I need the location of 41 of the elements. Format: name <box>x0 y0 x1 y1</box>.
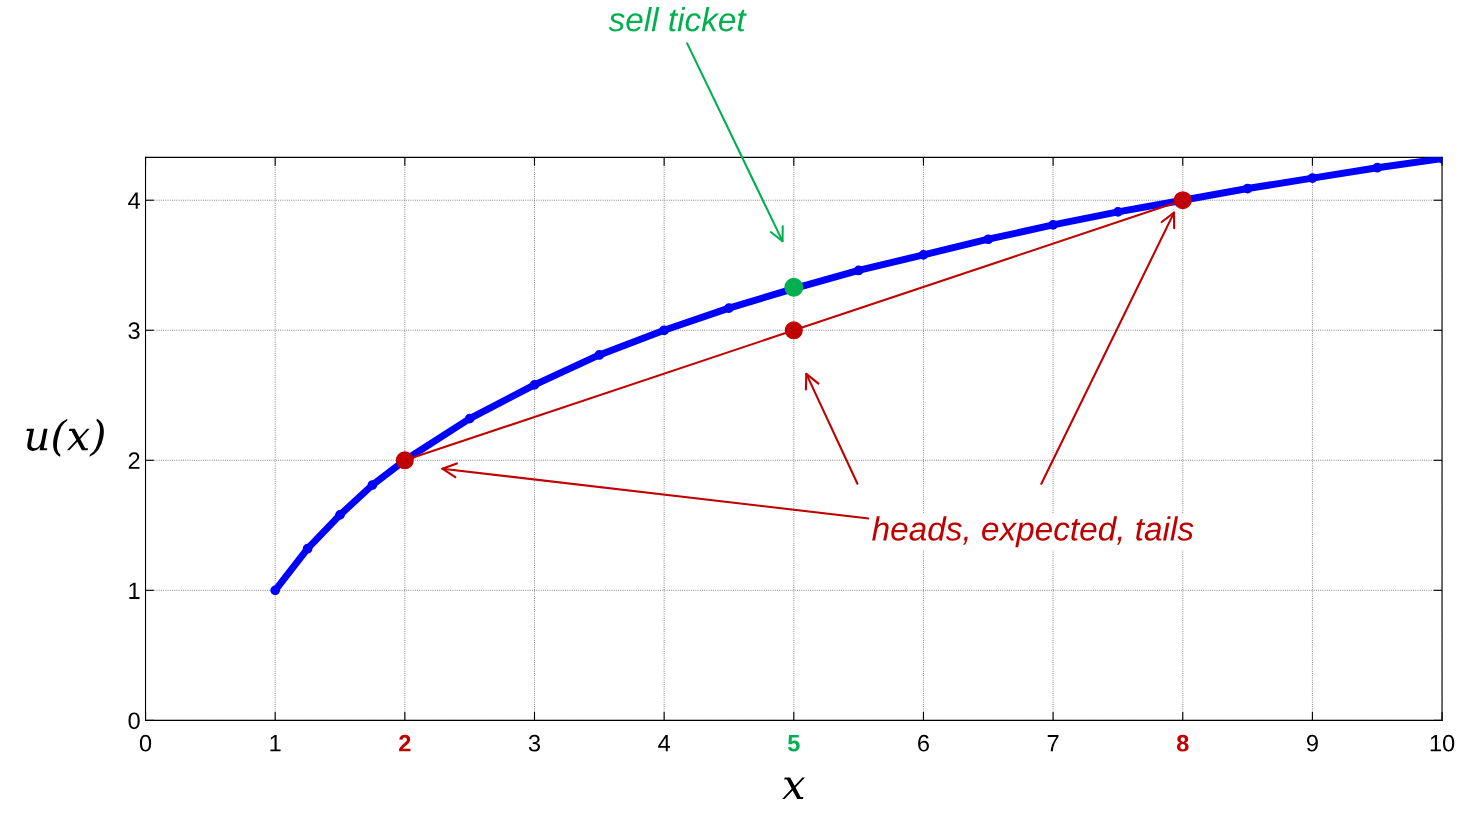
x-tick-label: 9 <box>1306 734 1318 752</box>
point <box>1173 191 1192 210</box>
x-tick-label: 1 <box>270 735 281 752</box>
x-tick-label: 7 <box>1047 735 1059 752</box>
point <box>464 413 475 424</box>
point <box>784 321 803 340</box>
x-tick-label: 10 <box>1430 734 1455 752</box>
point <box>853 265 864 276</box>
point <box>1242 183 1253 194</box>
y-tick-label: 1 <box>129 582 140 599</box>
x-axis-title: x <box>782 777 805 800</box>
point <box>784 277 804 297</box>
x-tick-label: 5 <box>787 735 800 752</box>
point <box>395 451 414 470</box>
text: sell ticket <box>608 7 747 32</box>
point <box>1307 173 1318 183</box>
x-tick-label: 3 <box>528 734 541 752</box>
x-tick-label: 6 <box>918 734 929 752</box>
x-tick-label: 0 <box>139 734 152 752</box>
point <box>302 543 313 554</box>
x-tick-label: 4 <box>658 735 671 752</box>
point <box>529 380 540 390</box>
point <box>1113 207 1123 217</box>
point <box>270 585 281 596</box>
point <box>594 350 605 360</box>
point <box>335 510 345 520</box>
y-tick-label: 2 <box>128 452 140 469</box>
y-axis-title: u(x) <box>26 418 104 457</box>
point <box>659 325 670 336</box>
y-tick-label: 3 <box>128 322 140 340</box>
point <box>1048 220 1058 230</box>
y-tick-label: 0 <box>128 712 140 730</box>
point <box>983 234 994 245</box>
point <box>918 249 929 260</box>
point <box>367 480 378 490</box>
point <box>1372 162 1383 173</box>
y-tick-label: 4 <box>128 192 140 209</box>
annotation: heads, expected, tails <box>872 516 1194 548</box>
x-tick-label: 8 <box>1176 734 1189 752</box>
point <box>724 303 734 314</box>
x-tick-label: 2 <box>399 734 411 752</box>
